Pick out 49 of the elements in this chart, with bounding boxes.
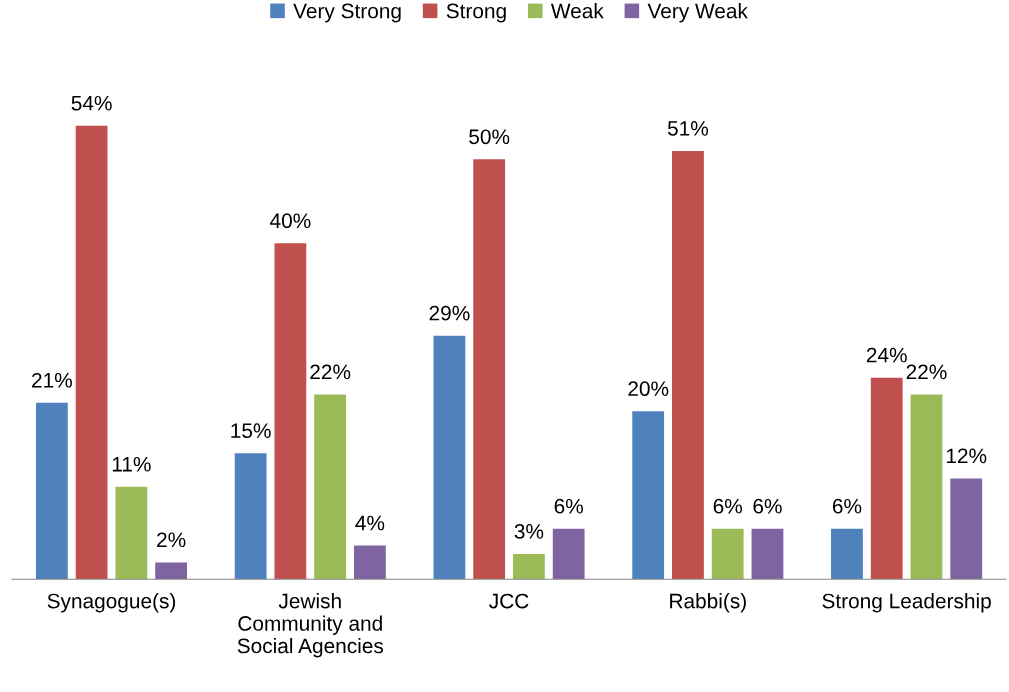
- bar: [751, 528, 784, 580]
- bar: [314, 394, 347, 580]
- bar: [155, 562, 188, 580]
- bar: [75, 125, 108, 580]
- bar: [711, 528, 744, 580]
- data-label: 12%: [946, 448, 987, 464]
- data-label: 6%: [554, 498, 583, 514]
- bar: [950, 478, 983, 580]
- bar: [632, 411, 665, 580]
- data-label: 6%: [832, 498, 862, 514]
- data-label: 22%: [906, 364, 947, 380]
- x-tick-label: Jewish Community and Social Agencies: [237, 593, 384, 658]
- data-label: 24%: [866, 347, 907, 363]
- data-label: 4%: [355, 515, 385, 531]
- data-label: 6%: [713, 498, 743, 514]
- data-label: 2%: [157, 532, 186, 548]
- x-tick-label: JCC: [489, 593, 529, 609]
- data-label: 20%: [628, 381, 669, 397]
- bar: [672, 150, 704, 580]
- x-tick-label: Synagogue(s): [47, 593, 176, 613]
- data-label: 50%: [469, 129, 510, 145]
- data-label: 40%: [270, 213, 311, 229]
- bar: [831, 528, 863, 580]
- data-label: 54%: [71, 95, 112, 111]
- bar: [35, 402, 68, 580]
- legend-label: Very Strong: [293, 3, 401, 23]
- bar: [274, 243, 307, 580]
- data-label: 15%: [231, 423, 271, 439]
- bar: [870, 377, 903, 580]
- data-label: 6%: [753, 498, 782, 514]
- data-label: 3%: [514, 524, 544, 539]
- bar: [473, 159, 506, 580]
- data-label: 11%: [112, 456, 151, 472]
- data-label: 22%: [310, 364, 351, 380]
- data-label: 21%: [32, 372, 72, 388]
- x-tick-label: Strong Leadership: [822, 593, 991, 613]
- bar: [552, 528, 585, 580]
- bar: [234, 453, 267, 580]
- legend-label: Weak: [550, 3, 604, 19]
- data-label: 29%: [429, 305, 470, 321]
- bar: [513, 554, 545, 580]
- bar: [115, 486, 148, 580]
- legend-label: Very Weak: [647, 3, 748, 23]
- legend-label: Strong: [446, 3, 506, 23]
- data-label: 51%: [667, 121, 709, 136]
- bar: [433, 335, 466, 580]
- x-tick-label: Rabbi(s): [670, 593, 746, 613]
- bar: [910, 394, 943, 580]
- bar: [354, 545, 386, 580]
